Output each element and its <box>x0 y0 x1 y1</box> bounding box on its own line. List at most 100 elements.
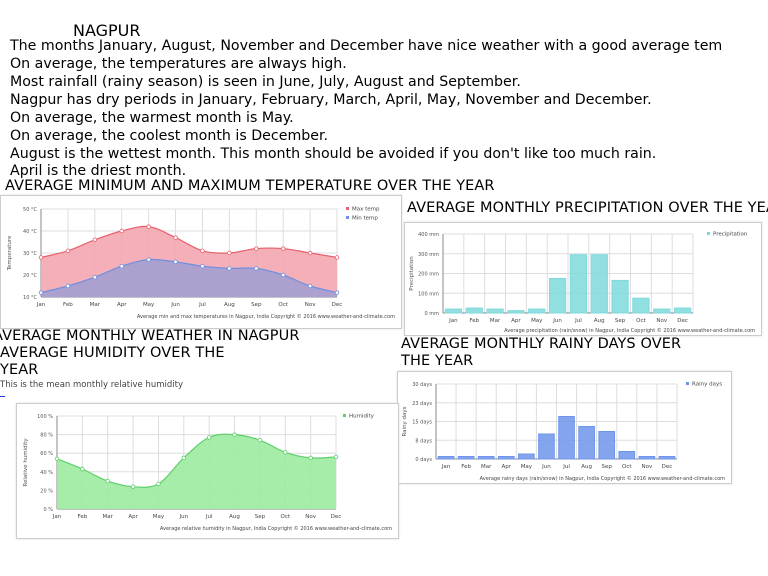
bar <box>437 456 455 460</box>
series-line <box>40 258 338 294</box>
x-tick-label: Jul <box>205 514 213 520</box>
bar <box>638 456 656 460</box>
x-tick-label: Dec <box>677 318 688 324</box>
chart-caption: Average relative humidity in Nagpur, Ind… <box>160 525 392 532</box>
x-tick-label: Sep <box>255 514 266 520</box>
y-tick-label: 30 °C <box>23 251 37 257</box>
data-point <box>156 481 161 487</box>
series-line <box>56 433 337 488</box>
x-tick-label: Nov <box>305 514 316 520</box>
x-tick-label: May <box>521 464 533 470</box>
bar <box>507 310 525 314</box>
x-tick-label: Jan <box>52 514 62 520</box>
y-tick-label: 0 % <box>43 507 53 513</box>
y-tick-label: 100 % <box>37 414 53 420</box>
data-point <box>38 255 44 260</box>
data-point <box>173 235 178 240</box>
y-axis-label: Rainy days <box>402 406 408 436</box>
data-point <box>307 283 313 289</box>
bar <box>444 308 463 314</box>
x-tick-label: Feb <box>461 464 471 470</box>
y-tick-label: 10 °C <box>23 295 37 301</box>
y-tick-label: 400 mm <box>418 232 439 238</box>
data-point <box>130 484 136 489</box>
legend-label: Rainy days <box>692 382 722 388</box>
legend-label: Humidity <box>349 414 375 420</box>
data-point <box>334 290 340 295</box>
data-point <box>254 246 259 251</box>
data-point <box>54 456 60 461</box>
rainy-days-chart: 0 days 8 days 15 days 23 days 30 days Jan Feb M… <box>397 371 732 484</box>
legend-label: Precipitation <box>713 232 748 238</box>
y-axis-label: Relative humidity <box>23 438 29 487</box>
x-tick-label: Sep <box>602 464 613 470</box>
y-tick-label: 0 mm <box>424 311 439 317</box>
bar <box>518 453 535 460</box>
humidity-heading: AVERAGE HUMIDITY OVER THE <box>0 345 225 361</box>
data-point <box>92 237 98 242</box>
data-point <box>257 437 263 443</box>
data-point <box>333 454 339 460</box>
x-tick-label: May <box>143 302 155 308</box>
data-point <box>227 266 232 271</box>
temperature-chart: 10 °C 20 °C 30 °C 40 °C 50 °C Jan Feb Mar Apr May… <box>0 195 402 329</box>
weather-heading: AVERAGE MONTHLY WEATHER IN NAGPUR <box>0 328 300 344</box>
fact-line: Most rainfall (rainy season) is seen in … <box>10 74 521 90</box>
x-tick-label: Oct <box>622 464 632 470</box>
data-point <box>119 263 124 269</box>
x-tick-label: Feb <box>77 514 87 520</box>
x-tick-label: Apr <box>511 318 521 324</box>
x-tick-label: Jun <box>179 514 189 520</box>
x-tick-label: Jul <box>198 302 206 308</box>
humidity-heading-2: YEAR <box>0 362 39 378</box>
legend-marker <box>686 382 689 385</box>
rainy-days-heading: AVERAGE MONTHLY RAINY DAYS OVER <box>401 336 682 352</box>
data-point <box>38 290 44 295</box>
y-axis-label: Precipitation <box>409 256 415 291</box>
x-tick-label: Jan <box>448 318 458 324</box>
data-point <box>80 466 85 472</box>
x-tick-label: Mar <box>90 302 101 308</box>
data-point <box>280 272 286 278</box>
x-tick-label: Apr <box>117 302 127 308</box>
data-point <box>307 250 313 256</box>
bar <box>618 451 636 460</box>
y-tick-label: 20 % <box>40 488 53 494</box>
fact-line: August is the wettest month. This month … <box>10 146 657 162</box>
y-tick-label: 300 mm <box>418 252 439 258</box>
fact-line: The months January, August, November and… <box>10 38 723 54</box>
y-tick-label: 8 days <box>415 438 432 444</box>
x-tick-label: Sep <box>615 318 626 324</box>
data-point <box>280 246 286 251</box>
y-tick-label: 50 °C <box>23 207 37 213</box>
fact-line: On average, the coolest month is Decembe… <box>10 128 329 144</box>
legend-marker <box>346 207 349 210</box>
y-tick-label: 30 days <box>412 382 432 388</box>
legend-marker <box>707 232 710 235</box>
x-tick-label: Jul <box>562 464 570 470</box>
bar <box>497 456 515 460</box>
x-tick-label: Jan <box>36 302 46 308</box>
y-tick-label: 100 mm <box>418 291 439 297</box>
x-tick-label: May <box>153 514 165 520</box>
humidity-subtitle: This is the mean monthly relative humidi… <box>0 380 184 390</box>
bar <box>477 456 495 460</box>
bar <box>558 416 575 460</box>
x-tick-label: Jun <box>541 464 551 470</box>
bar <box>528 308 546 314</box>
data-point <box>173 259 178 264</box>
data-point <box>146 257 151 262</box>
fact-line: On average, the warmest month is May. <box>10 110 294 126</box>
x-tick-label: Oct <box>281 514 291 520</box>
y-tick-label: 40 % <box>40 470 53 476</box>
data-point <box>92 274 98 280</box>
bar <box>590 254 608 314</box>
y-tick-label: 20 °C <box>23 273 37 279</box>
x-tick-label: Dec <box>662 464 673 470</box>
fact-line: On average, the temperatures are always … <box>10 56 347 72</box>
chart-caption: Average precipitation (rain/snow) in Nag… <box>504 327 755 334</box>
data-point <box>200 248 205 253</box>
x-tick-label: Mar <box>490 318 501 324</box>
y-tick-label: 40 °C <box>23 229 37 235</box>
legend-label: Max temp <box>352 207 380 213</box>
